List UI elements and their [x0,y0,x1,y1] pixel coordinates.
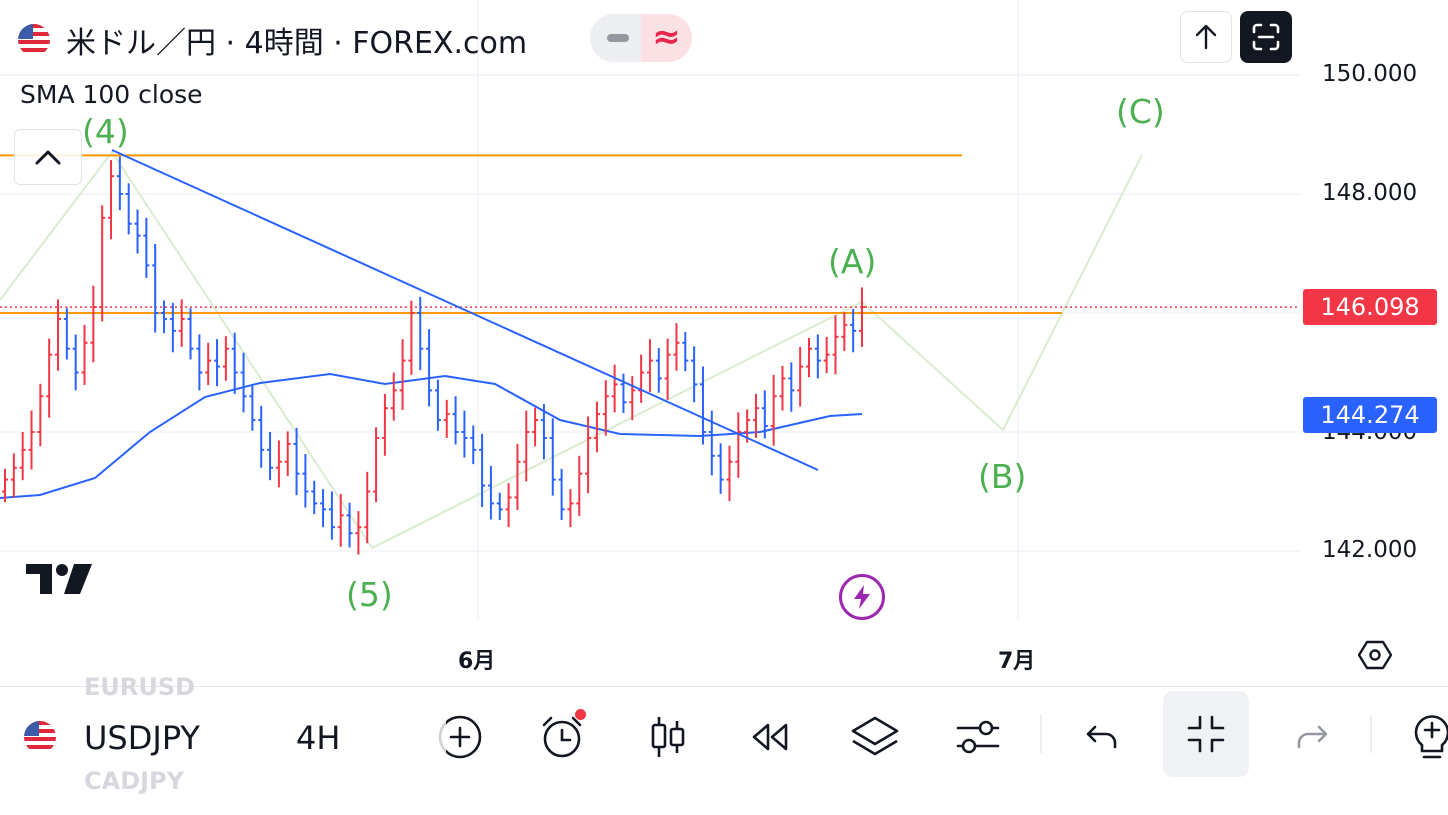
elliott-wave-line [0,150,1143,550]
wave-label-c: (C) [1116,92,1165,131]
toolbar-divider [1040,715,1042,753]
fullscreen-button[interactable] [1240,11,1292,63]
replay-button[interactable] [740,707,800,767]
toolbar-divider [1370,715,1372,753]
arrow-up-icon [1195,24,1217,50]
settings-sliders-button[interactable] [948,707,1008,767]
wave-label-5: (5) [346,575,393,614]
chart-type-button[interactable] [638,707,698,767]
symbol-wheel-next[interactable]: CADJPY [84,767,185,795]
price-tick: 148.000 [1322,180,1418,206]
ohlc-bars [2,156,865,555]
add-indicator-button[interactable] [430,707,490,767]
price-tick: 142.000 [1322,537,1418,563]
share-button[interactable] [1180,11,1232,63]
sliders-icon [956,720,1000,754]
lightning-icon[interactable] [839,574,885,620]
undo-icon [1086,725,1117,749]
tradingview-logo [26,562,94,605]
symbol-wheel-prev[interactable]: EURUSD [84,673,196,701]
chart-title[interactable]: 米ドル／円 · 4時間 · FOREX.com [66,26,528,61]
timeframe-selector[interactable]: 4H [296,719,341,757]
bottom-toolbar: EURUSD CADJPY USDJPY 4H [0,673,1448,815]
exit-fullscreen-button[interactable] [1163,691,1249,777]
alert-badge [575,709,586,720]
elliott-wave-path [0,150,1143,550]
time-tick: 6月 [458,649,496,674]
collapse-icon [1187,715,1225,753]
alert-button[interactable] [532,707,592,767]
time-tick: 7月 [998,649,1036,674]
trend-line-group [111,149,819,471]
minimize-icon[interactable] [607,34,629,42]
layers-button[interactable] [845,707,905,767]
alarm-clock-icon [542,716,582,758]
price-chart[interactable] [0,0,1448,686]
redo-button[interactable] [1282,707,1342,767]
trend-line [111,149,819,471]
symbol-selector[interactable]: USDJPY [84,719,200,757]
chevron-up-icon [35,150,61,165]
collapse-legend-button[interactable] [14,129,82,185]
wave-label-a: (A) [828,242,877,281]
horizontal-levels [0,154,1300,314]
fullscreen-icon [1252,23,1280,51]
us-flag-icon [18,24,50,56]
wave-label-4: (4) [82,112,129,151]
rewind-icon [752,723,788,751]
sma-value-tag: 144.274 [1303,397,1437,433]
indicator-toggle-group[interactable]: ≈ [590,14,692,62]
layers-icon [851,716,899,756]
redo-icon [1297,725,1328,749]
plus-circle-icon [430,707,482,767]
us-flag-icon [24,721,56,753]
undo-button[interactable] [1072,707,1132,767]
current-price-tag: 146.098 [1303,289,1437,325]
wave-label-b: (B) [978,457,1027,496]
idea-button[interactable] [1404,707,1448,767]
price-tick: 150.000 [1322,61,1418,87]
candles-icon [651,717,685,757]
indicator-legend[interactable]: SMA 100 close [20,80,203,109]
sma-line-group [0,372,863,499]
wave-indicator-icon[interactable]: ≈ [641,14,692,62]
sma-line [0,372,863,499]
chart-settings-icon[interactable] [1357,638,1393,676]
lightbulb-plus-icon [1414,715,1448,759]
